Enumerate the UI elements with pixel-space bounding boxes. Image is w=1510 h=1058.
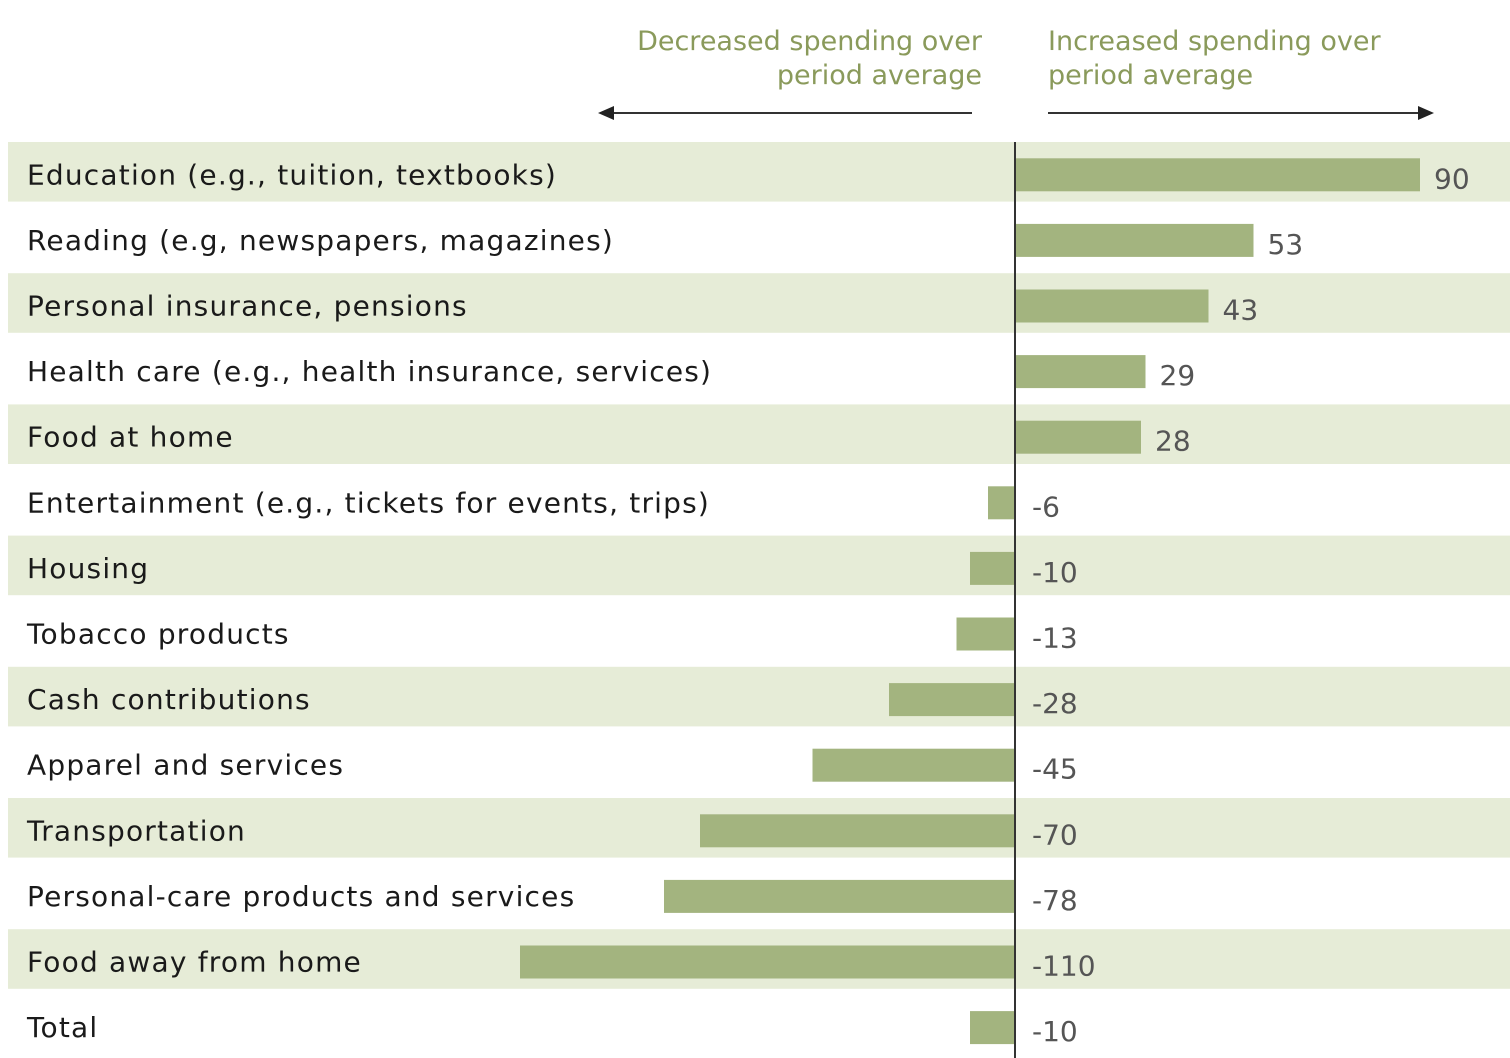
category-label: Housing — [27, 552, 149, 585]
category-label: Cash contributions — [27, 683, 311, 716]
category-label: Reading (e.g, newspapers, magazines) — [27, 224, 614, 257]
row-bands — [8, 142, 1510, 989]
value-label: 43 — [1223, 294, 1259, 327]
bar — [520, 945, 1015, 979]
value-label: -6 — [1032, 490, 1060, 523]
bar — [970, 1011, 1015, 1045]
value-label: -10 — [1032, 556, 1078, 589]
value-label: -13 — [1032, 622, 1078, 655]
bar — [1015, 355, 1146, 389]
left-arrow-icon — [598, 106, 614, 120]
value-label: -110 — [1032, 950, 1096, 983]
category-label: Entertainment (e.g., tickets for events,… — [27, 486, 710, 519]
row-band — [8, 535, 1510, 596]
category-label: Tobacco products — [26, 618, 290, 651]
category-label: Food away from home — [27, 946, 362, 979]
category-label: Apparel and services — [27, 749, 344, 782]
bar — [1015, 158, 1420, 192]
category-label: Transportation — [26, 814, 246, 847]
decreased-label-line-1: Decreased spending over — [637, 26, 983, 57]
increased-label-line-1: Increased spending over — [1048, 26, 1381, 57]
row-band — [8, 273, 1510, 333]
value-label: 29 — [1160, 359, 1196, 392]
category-labels: Education (e.g., tuition, textbooks) Read… — [26, 158, 712, 1044]
value-label: 53 — [1268, 228, 1304, 261]
bar — [700, 814, 1015, 848]
increased-label-line-2: period average — [1048, 60, 1253, 91]
bar — [1015, 420, 1141, 454]
category-label: Personal insurance, pensions — [27, 290, 468, 323]
value-label: -70 — [1032, 818, 1078, 851]
category-label: Personal-care products and services — [27, 880, 575, 913]
value-label: -10 — [1032, 1015, 1078, 1048]
bar — [956, 617, 1015, 651]
row-band — [8, 404, 1510, 464]
bar — [970, 551, 1015, 585]
value-label: 90 — [1434, 162, 1470, 195]
category-label: Food at home — [27, 421, 234, 454]
row-band — [8, 666, 1510, 727]
bar — [664, 879, 1015, 913]
bar — [1015, 223, 1254, 257]
value-label: -78 — [1032, 884, 1078, 917]
decreased-label-line-2: period average — [777, 60, 982, 91]
value-labels: 90 53 43 29 28 -6 -10 -13 -28 -45 -70 -78 -110 -10 — [1032, 162, 1470, 1048]
category-label: Health care (e.g., health insurance, ser… — [27, 355, 712, 388]
category-label: Education (e.g., tuition, textbooks) — [27, 158, 557, 191]
bar-series — [520, 158, 1420, 1045]
value-label: 28 — [1155, 425, 1191, 458]
bar — [988, 486, 1015, 520]
chart-header: Decreased spending over period average I… — [598, 26, 1434, 120]
bar — [889, 683, 1015, 717]
right-arrow-icon — [1418, 106, 1434, 120]
value-label: -28 — [1032, 687, 1078, 720]
bar — [1015, 289, 1209, 323]
bar — [812, 748, 1015, 782]
value-label: -45 — [1032, 753, 1078, 786]
category-label: Total — [26, 1011, 98, 1044]
